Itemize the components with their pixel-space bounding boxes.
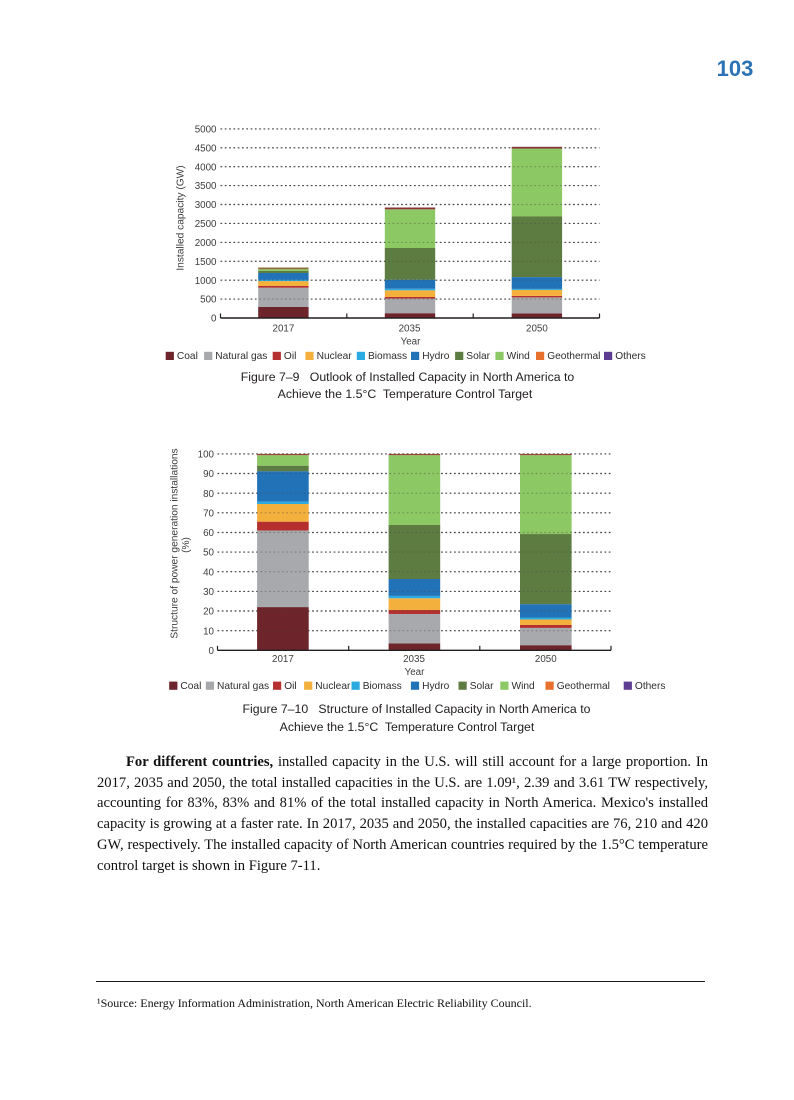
svg-text:2017: 2017 bbox=[273, 324, 295, 335]
svg-text:40: 40 bbox=[203, 567, 214, 578]
svg-text:Solar: Solar bbox=[466, 351, 490, 362]
svg-text:Others: Others bbox=[615, 351, 646, 362]
svg-text:Biomass: Biomass bbox=[368, 351, 407, 362]
svg-text:Wind: Wind bbox=[507, 351, 531, 362]
svg-text:Structure of power generation: Structure of power generation installati… bbox=[170, 448, 181, 638]
svg-text:2500: 2500 bbox=[195, 219, 217, 230]
svg-text:Coal: Coal bbox=[180, 681, 201, 692]
svg-text:0: 0 bbox=[209, 646, 215, 657]
svg-text:Coal: Coal bbox=[177, 351, 198, 362]
svg-text:Year: Year bbox=[405, 667, 426, 678]
svg-text:Oil: Oil bbox=[284, 681, 296, 692]
svg-text:100: 100 bbox=[198, 450, 215, 461]
svg-text:Year: Year bbox=[401, 337, 422, 348]
svg-text:500: 500 bbox=[200, 295, 217, 306]
svg-text:30: 30 bbox=[203, 587, 214, 598]
svg-text:20: 20 bbox=[203, 607, 214, 618]
svg-text:4500: 4500 bbox=[195, 143, 217, 154]
svg-text:Solar: Solar bbox=[470, 681, 494, 692]
svg-text:Nuclear: Nuclear bbox=[317, 351, 353, 362]
svg-text:2035: 2035 bbox=[403, 654, 425, 665]
svg-text:2050: 2050 bbox=[526, 324, 548, 335]
svg-text:90: 90 bbox=[203, 469, 214, 480]
svg-text:Hydro: Hydro bbox=[422, 681, 450, 692]
svg-text:Oil: Oil bbox=[284, 351, 296, 362]
svg-text:Geothermal: Geothermal bbox=[547, 351, 600, 362]
svg-text:Natural gas: Natural gas bbox=[215, 351, 267, 362]
svg-text:Wind: Wind bbox=[512, 681, 536, 692]
svg-text:1000: 1000 bbox=[195, 276, 217, 287]
svg-text:70: 70 bbox=[203, 508, 214, 519]
svg-text:Installed capacity (GW): Installed capacity (GW) bbox=[176, 165, 187, 270]
svg-text:3500: 3500 bbox=[195, 181, 217, 192]
svg-text:Biomass: Biomass bbox=[363, 681, 402, 692]
svg-text:0: 0 bbox=[211, 314, 217, 325]
svg-text:Others: Others bbox=[635, 681, 666, 692]
svg-text:Natural gas: Natural gas bbox=[217, 681, 269, 692]
svg-text:Hydro: Hydro bbox=[422, 351, 450, 362]
svg-text:5000: 5000 bbox=[195, 125, 217, 136]
svg-text:2050: 2050 bbox=[535, 654, 557, 665]
svg-text:2035: 2035 bbox=[399, 324, 421, 335]
svg-text:Nuclear: Nuclear bbox=[315, 681, 351, 692]
svg-text:80: 80 bbox=[203, 489, 214, 500]
svg-text:3000: 3000 bbox=[195, 200, 217, 211]
svg-text:2000: 2000 bbox=[195, 238, 217, 249]
svg-text:(%): (%) bbox=[181, 537, 192, 553]
svg-text:60: 60 bbox=[203, 528, 214, 539]
svg-text:2017: 2017 bbox=[272, 654, 294, 665]
svg-text:4000: 4000 bbox=[195, 162, 217, 173]
svg-text:1500: 1500 bbox=[195, 257, 217, 268]
svg-text:50: 50 bbox=[203, 548, 214, 559]
svg-text:10: 10 bbox=[203, 626, 214, 637]
svg-text:Geothermal: Geothermal bbox=[557, 681, 610, 692]
